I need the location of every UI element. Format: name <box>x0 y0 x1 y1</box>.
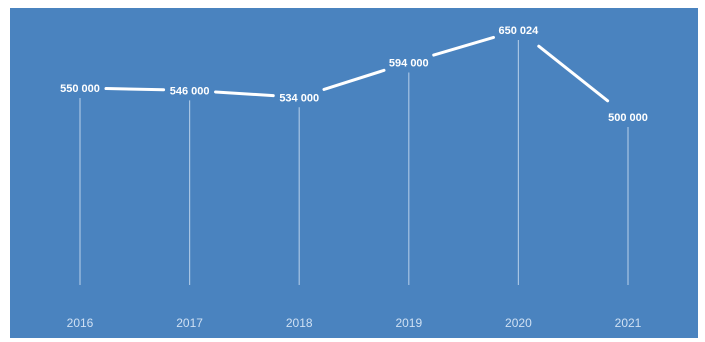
x-tick-label-2017: 2017 <box>176 316 203 330</box>
data-label-2017: 546 000 <box>170 85 210 97</box>
x-tick-label-2021: 2021 <box>615 316 642 330</box>
chart-background <box>10 8 698 338</box>
x-tick-label-2016: 2016 <box>67 316 94 330</box>
data-label-2019: 594 000 <box>389 57 429 69</box>
x-tick-label-2018: 2018 <box>286 316 313 330</box>
data-label-2021: 500 000 <box>608 112 648 124</box>
data-label-2020: 650 024 <box>499 25 540 37</box>
data-label-2018: 534 000 <box>279 92 319 104</box>
series-line-segment <box>322 68 386 91</box>
x-tick-label-2019: 2019 <box>395 316 422 330</box>
x-tick-label-2020: 2020 <box>505 316 532 330</box>
series-line-segment <box>432 35 495 57</box>
series-line-segment <box>214 90 275 98</box>
data-label-2016: 550 000 <box>60 83 100 95</box>
series-line-segment <box>104 87 166 92</box>
series-line-segment <box>537 44 610 103</box>
